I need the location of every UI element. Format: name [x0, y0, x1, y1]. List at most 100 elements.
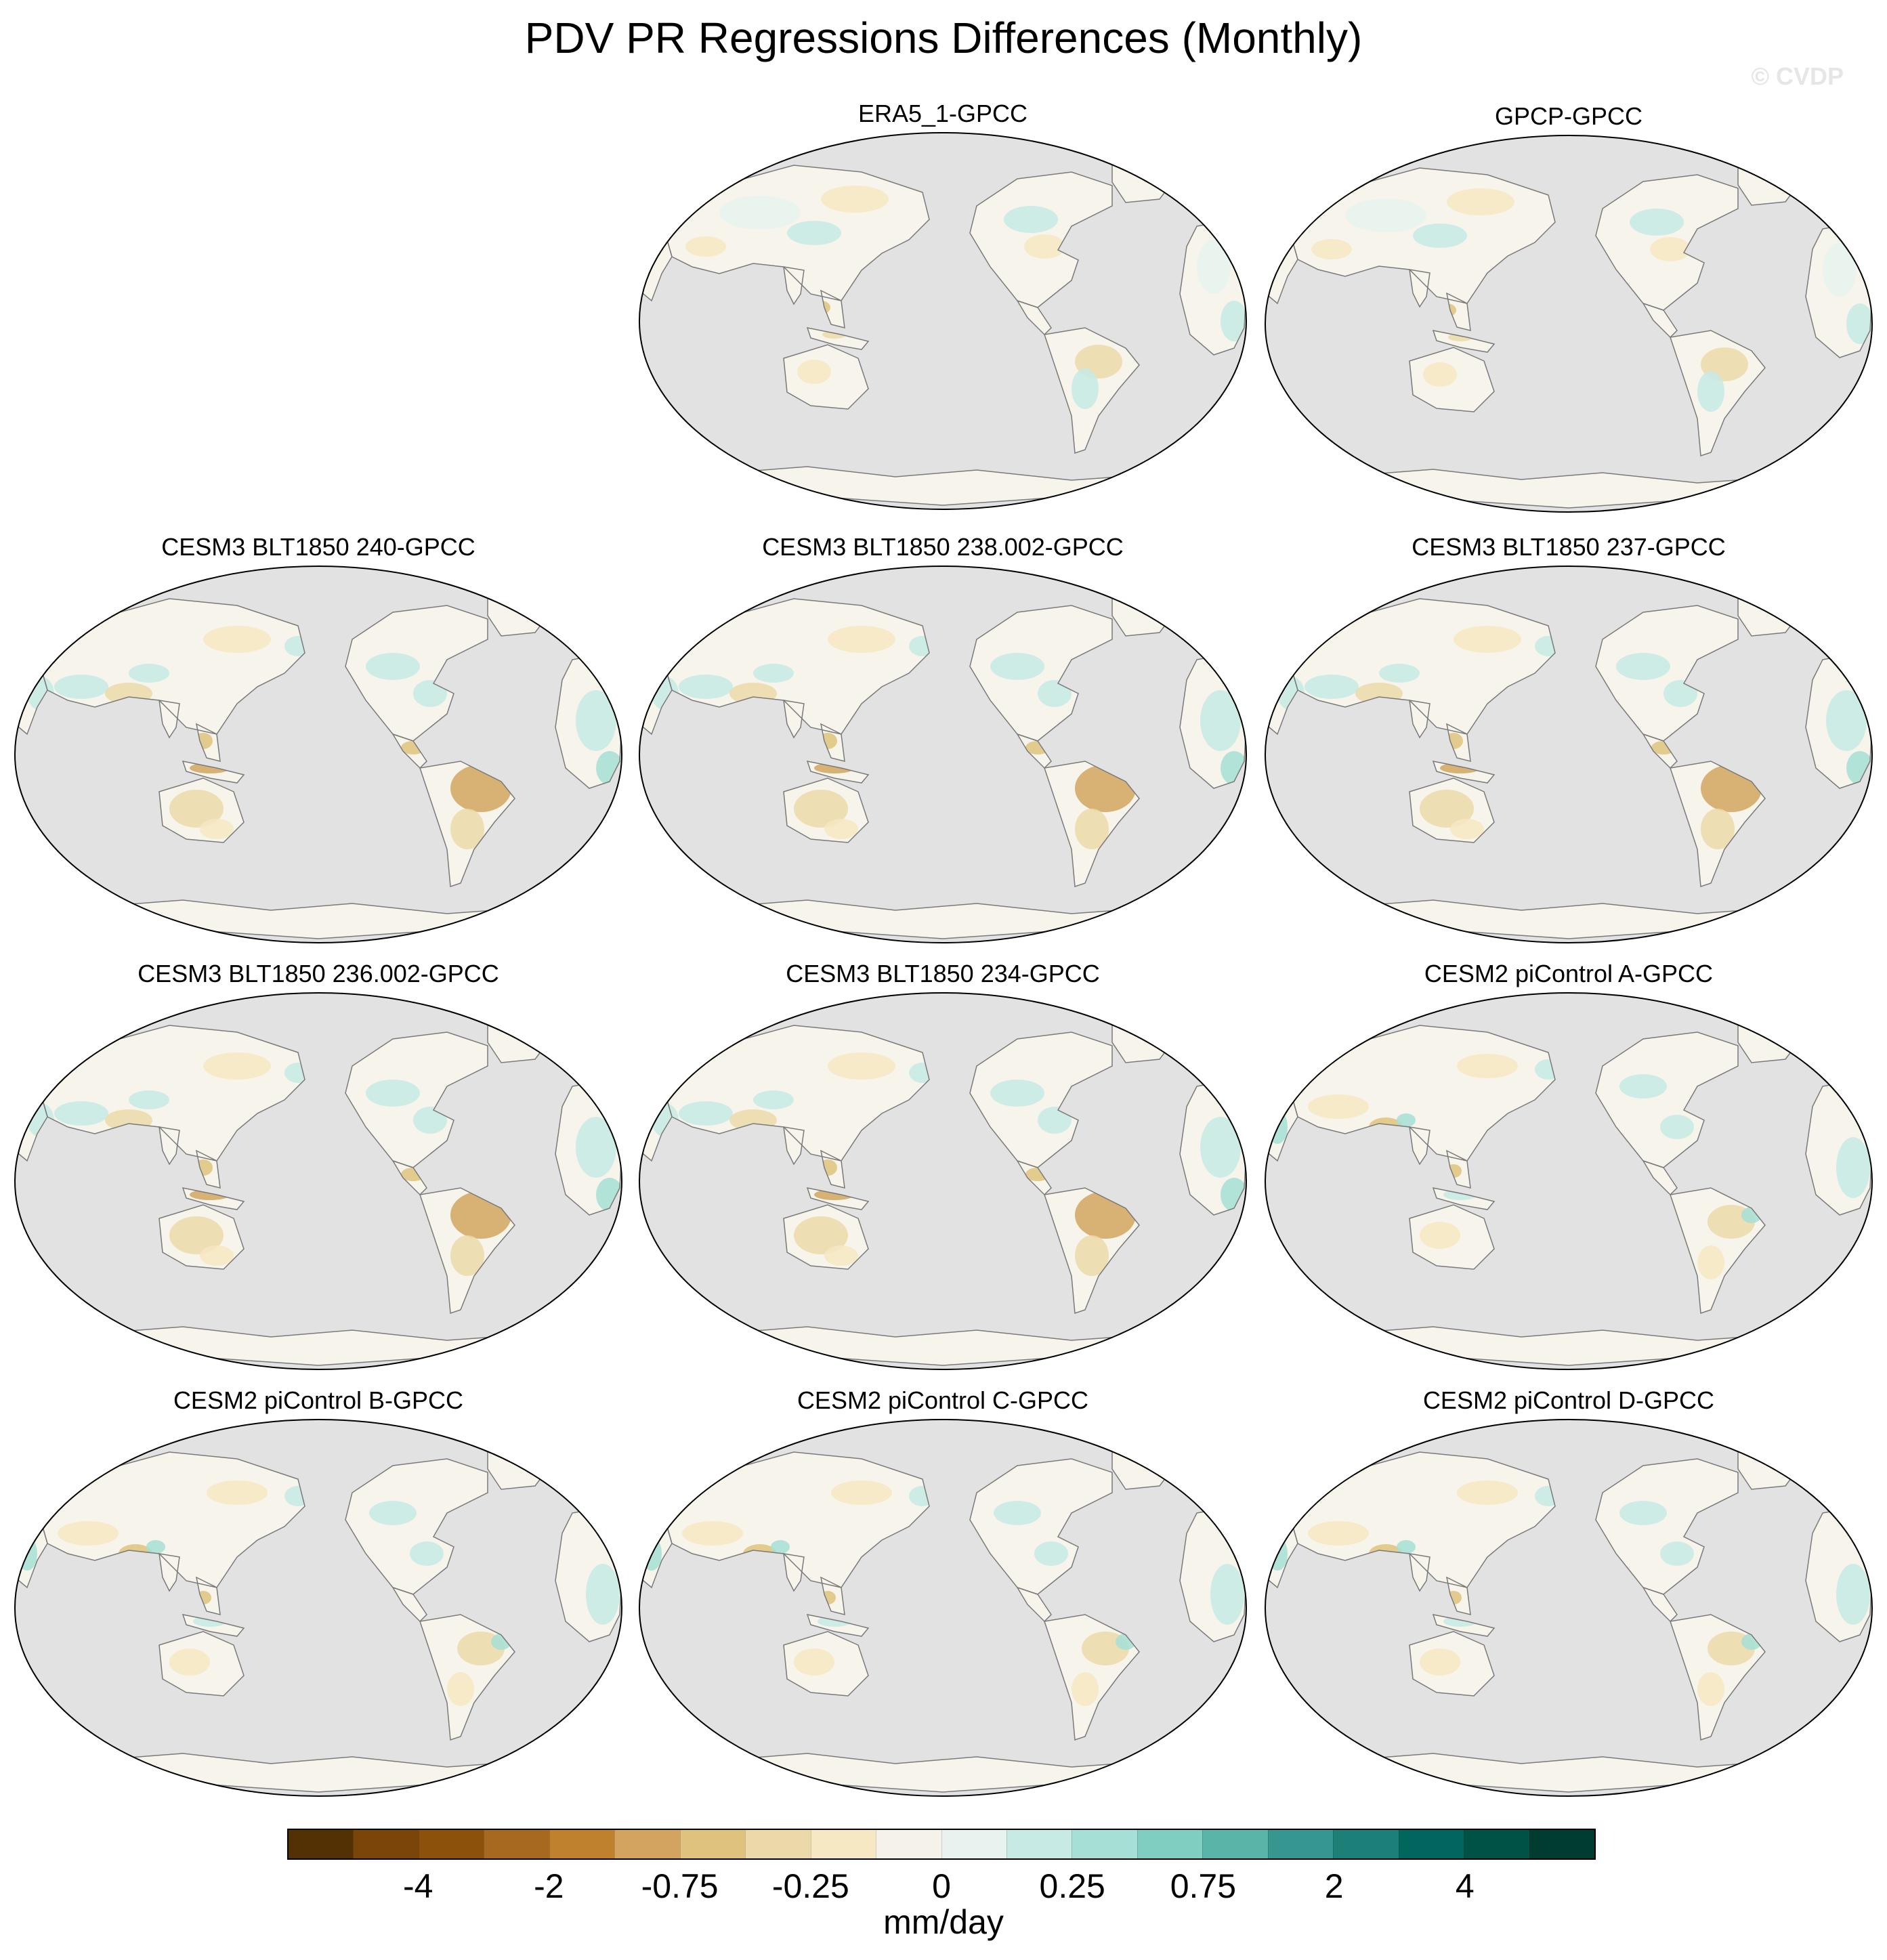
- land-india: [784, 267, 804, 304]
- colorbar-units: mm/day: [883, 1903, 1004, 1941]
- map-panel: CESM2 piControl B-GPCC: [12, 1386, 624, 1797]
- globe-map: [639, 132, 1247, 510]
- anomaly-patch: [1072, 368, 1099, 409]
- anomaly-patch: [54, 675, 108, 699]
- coastline-central-america: [391, 1159, 427, 1196]
- coastline-australia: [1409, 347, 1495, 412]
- coastline-india: [1409, 269, 1430, 308]
- anomaly-patch: [1619, 1074, 1667, 1099]
- anomaly-patch: [1345, 198, 1426, 232]
- anomaly-patch: [1420, 1222, 1460, 1249]
- coastline-north-america: [345, 1458, 488, 1595]
- land-india: [784, 1127, 804, 1164]
- coastline-se-asia: [1445, 292, 1471, 331]
- globe-outline: [639, 132, 1247, 510]
- colorbar-tick-label: -4: [402, 1867, 433, 1905]
- map-panel: CESM3 BLT1850 234-GPCC: [637, 959, 1249, 1370]
- anomaly-patch: [679, 1101, 733, 1126]
- colorbar-box: [1006, 1830, 1072, 1858]
- coastline-india: [1409, 1553, 1430, 1592]
- anomaly-patch: [586, 1564, 620, 1625]
- coastline-asia: [40, 1451, 305, 1588]
- coastline-central-america: [1642, 733, 1678, 769]
- anomaly-patch: [794, 1216, 848, 1254]
- land-north-america: [1596, 605, 1738, 741]
- anomaly-patch: [831, 1480, 892, 1505]
- globe-map: [639, 1419, 1247, 1797]
- colorbar-tick-label: -0.75: [641, 1867, 719, 1905]
- coastline-central-america: [391, 733, 427, 769]
- anomaly-patch: [1457, 1480, 1518, 1505]
- coastline-south-america: [1044, 761, 1140, 888]
- coastline-australia: [1409, 1204, 1495, 1270]
- colorbar-ticks: -4 -2 -0.75 -0.25 0 0.25 0.75 2 4: [287, 1866, 1596, 1906]
- colorbar-box: [810, 1830, 876, 1858]
- anomaly-patch: [1650, 237, 1691, 261]
- anomaly-patch: [366, 1080, 420, 1107]
- coastline-se-asia: [820, 723, 845, 762]
- land-north-america: [970, 1032, 1112, 1168]
- land-india: [159, 700, 179, 738]
- coastline-asia: [40, 598, 305, 735]
- watermark: © CVDP: [1751, 62, 1844, 90]
- anomaly-patch: [719, 196, 801, 230]
- coastline-indonesia: [1432, 1187, 1496, 1210]
- colorbar-box: [679, 1830, 746, 1858]
- anomaly-patch: [1024, 234, 1065, 259]
- coastline-india: [1409, 700, 1430, 739]
- land-north-america: [1596, 1459, 1738, 1594]
- land-north-america: [970, 605, 1112, 741]
- land-india: [784, 1554, 804, 1591]
- colorbar-tick-label: 0.25: [1039, 1867, 1105, 1905]
- anomaly-patch: [366, 653, 420, 680]
- colorbar-box: [1333, 1830, 1399, 1858]
- anomaly-patch: [1619, 1501, 1667, 1525]
- coastline-asia: [40, 1025, 305, 1162]
- anomaly-patch: [169, 1648, 210, 1676]
- coastline-australia: [783, 777, 869, 843]
- anomaly-patch: [682, 1521, 743, 1546]
- colorbar-box: [745, 1830, 811, 1858]
- anomaly-patch: [1846, 303, 1872, 344]
- anomaly-patch: [828, 1052, 895, 1080]
- globe-map: [14, 566, 622, 943]
- anomaly-patch: [207, 1480, 268, 1505]
- coastline-indonesia: [1432, 330, 1496, 353]
- map-panel-title: CESM2 piControl A-GPCC: [1424, 960, 1714, 987]
- anomaly-patch: [1221, 301, 1246, 341]
- colorbar-tick-label: -0.25: [771, 1867, 849, 1905]
- colorbar-box: [1398, 1830, 1464, 1858]
- colorbar-box: [1202, 1830, 1268, 1858]
- globe-map: [639, 992, 1247, 1370]
- map-panel: CESM3 BLT1850 237-GPCC: [1263, 532, 1875, 943]
- colorbar-box: [418, 1830, 484, 1858]
- anomaly-patch: [1697, 371, 1724, 412]
- land-north-america: [970, 1459, 1112, 1594]
- anomaly-patch: [1311, 239, 1352, 259]
- coastline-central-america: [1016, 299, 1052, 336]
- anomaly-patch: [169, 1216, 224, 1254]
- coastline-australia: [158, 1204, 245, 1270]
- anomaly-patch: [576, 1117, 616, 1178]
- coastline-australia: [783, 344, 869, 410]
- map-panel: CESM3 BLT1850 240-GPCC: [12, 532, 624, 943]
- anomaly-patch: [1305, 675, 1359, 699]
- map-panel-title: CESM2 piControl D-GPCC: [1422, 1386, 1715, 1414]
- anomaly-patch: [1616, 653, 1670, 680]
- coastline-north-america: [1595, 605, 1739, 742]
- anomaly-patch: [1423, 362, 1457, 387]
- land-north-america: [345, 605, 488, 741]
- land-central-america: [393, 1588, 427, 1621]
- anomaly-patch: [203, 1052, 271, 1080]
- coastline-asia: [664, 1451, 930, 1588]
- land-indonesia: [807, 328, 868, 349]
- anomaly-patch: [1210, 1564, 1244, 1625]
- colorbar-box: [1464, 1830, 1529, 1858]
- coastline-indonesia: [182, 1187, 245, 1210]
- map-panel-title: CESM2 piControl B-GPCC: [173, 1386, 464, 1414]
- coastline-asia: [664, 598, 930, 735]
- colorbar-box: [941, 1830, 1006, 1858]
- coastline-north-america: [345, 605, 488, 742]
- colorbar-box: [289, 1830, 354, 1858]
- coastline-north-america: [969, 171, 1113, 308]
